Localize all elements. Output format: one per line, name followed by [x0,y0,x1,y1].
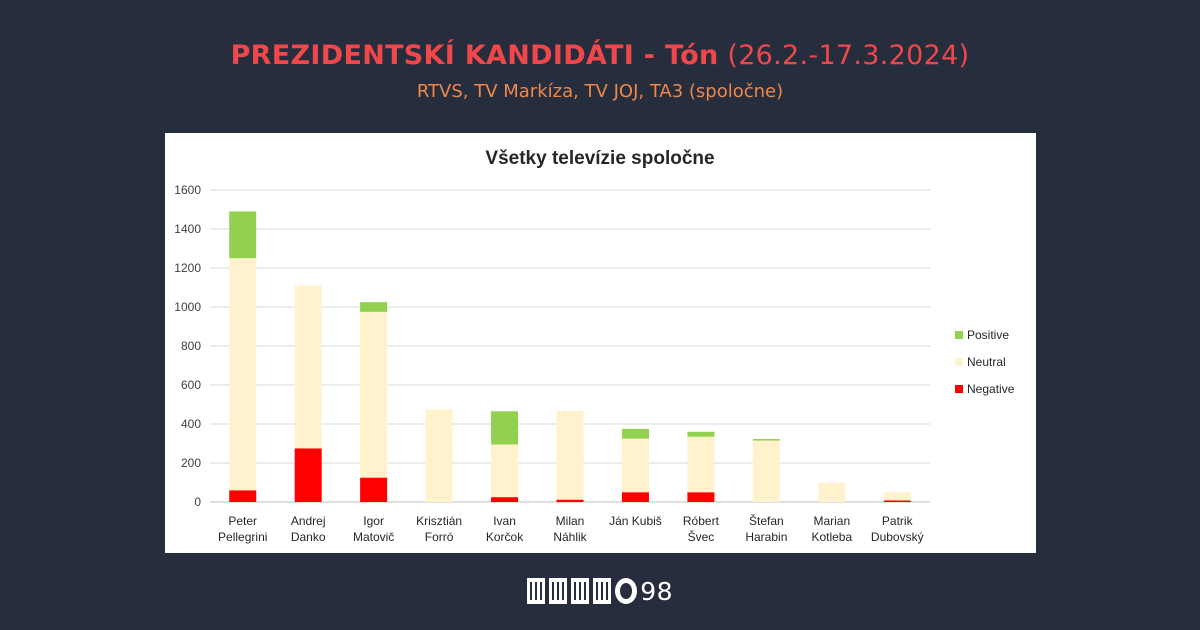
bar-segment-neutral [294,285,322,449]
chart-title: Všetky televízie spoločne [485,148,714,169]
bar-segment-positive [360,302,388,312]
bar-segment-negative [556,499,584,502]
bar-segment-negative [360,477,388,502]
bar-segment-positive [491,411,519,445]
x-tick-label: Patrik [882,514,914,528]
y-tick-label: 200 [181,456,201,470]
x-tick-label: Pellegrini [218,530,267,544]
logo-number: 98 [640,576,673,606]
bar-segment-neutral [425,409,453,502]
x-tick-label: Kotleba [811,530,852,544]
legend-swatch-negative [955,385,963,393]
bar-segment-negative [687,492,715,502]
logo-mark [527,578,611,604]
legend-label-neutral: Neutral [967,355,1006,369]
x-tick-label: Dubovský [871,530,924,544]
bar-segment-negative [491,497,519,502]
legend-label-positive: Positive [967,328,1009,342]
bar-segment-neutral [687,436,715,493]
y-tick-label: 1600 [174,183,201,197]
bar-segment-neutral [360,311,388,478]
header: PREZIDENTSKÍ KANDIDÁTI - Tón (26.2.-17.3… [0,40,1200,102]
bar-segment-neutral [818,482,846,502]
memo98-logo: 98 [527,576,673,606]
legend-swatch-positive [955,331,963,339]
bar-segment-neutral [556,410,584,500]
bar-segment-negative [621,492,649,502]
x-tick-label: Marian [813,514,850,528]
x-tick-label: Harabin [745,530,787,544]
x-tick-label: Štefan [749,513,784,528]
x-tick-label: Igor [363,514,384,528]
x-tick-label: Ján Kubiš [609,514,662,528]
legend-swatch-neutral [955,358,963,366]
bar-segment-neutral [883,492,911,501]
bar-segment-negative [883,500,911,502]
x-tick-label: Náhlik [553,530,587,544]
y-tick-label: 0 [194,495,201,509]
chart-panel: Všetky televízie spoločne 0 200 400 600 800 10… [165,133,1036,553]
bar-segment-neutral [621,438,649,493]
x-tick-label: Forró [425,530,454,544]
logo-ring-icon [615,578,638,604]
bar-segment-positive [752,439,780,441]
title-main: PREZIDENTSKÍ KANDIDÁTI - Tón [230,40,719,71]
title-dates: (26.2.-17.3.2024) [727,40,970,71]
bar-segment-neutral [752,440,780,502]
legend-label-negative: Negative [967,382,1015,396]
y-tick-label: 400 [181,417,201,431]
y-tick-label: 1400 [174,222,201,236]
bar-segment-positive [229,211,257,259]
y-tick-label: 1000 [174,300,201,314]
bar-segment-negative [294,448,322,502]
x-tick-label: Ivan [493,514,516,528]
y-tick-label: 1200 [174,261,201,275]
x-tick-label: Andrej [291,514,326,528]
bar-segment-neutral [229,258,257,491]
y-tick-label: 600 [181,378,201,392]
x-tick-label: Korčok [486,530,524,544]
x-tick-label: Krisztián [416,514,462,528]
bar-segment-neutral [491,444,519,498]
bar-segment-negative [229,490,257,502]
x-tick-label: Peter [228,514,257,528]
page-subtitle: RTVS, TV Markíza, TV JOJ, TA3 (spoločne) [416,81,784,102]
x-tick-label: Danko [291,530,326,544]
bar-segment-positive [621,428,649,439]
x-tick-label: Švec [688,529,715,544]
y-tick-label: 800 [181,339,201,353]
page-title: PREZIDENTSKÍ KANDIDÁTI - Tón (26.2.-17.3… [0,40,1200,71]
x-tick-label: Milan [556,514,585,528]
stacked-bar-chart: Všetky televízie spoločne 0 200 400 600 800 10… [174,148,1015,544]
bar-segment-positive [687,431,715,437]
x-tick-label: Róbert [683,514,720,528]
x-tick-label: Matovič [353,530,394,544]
